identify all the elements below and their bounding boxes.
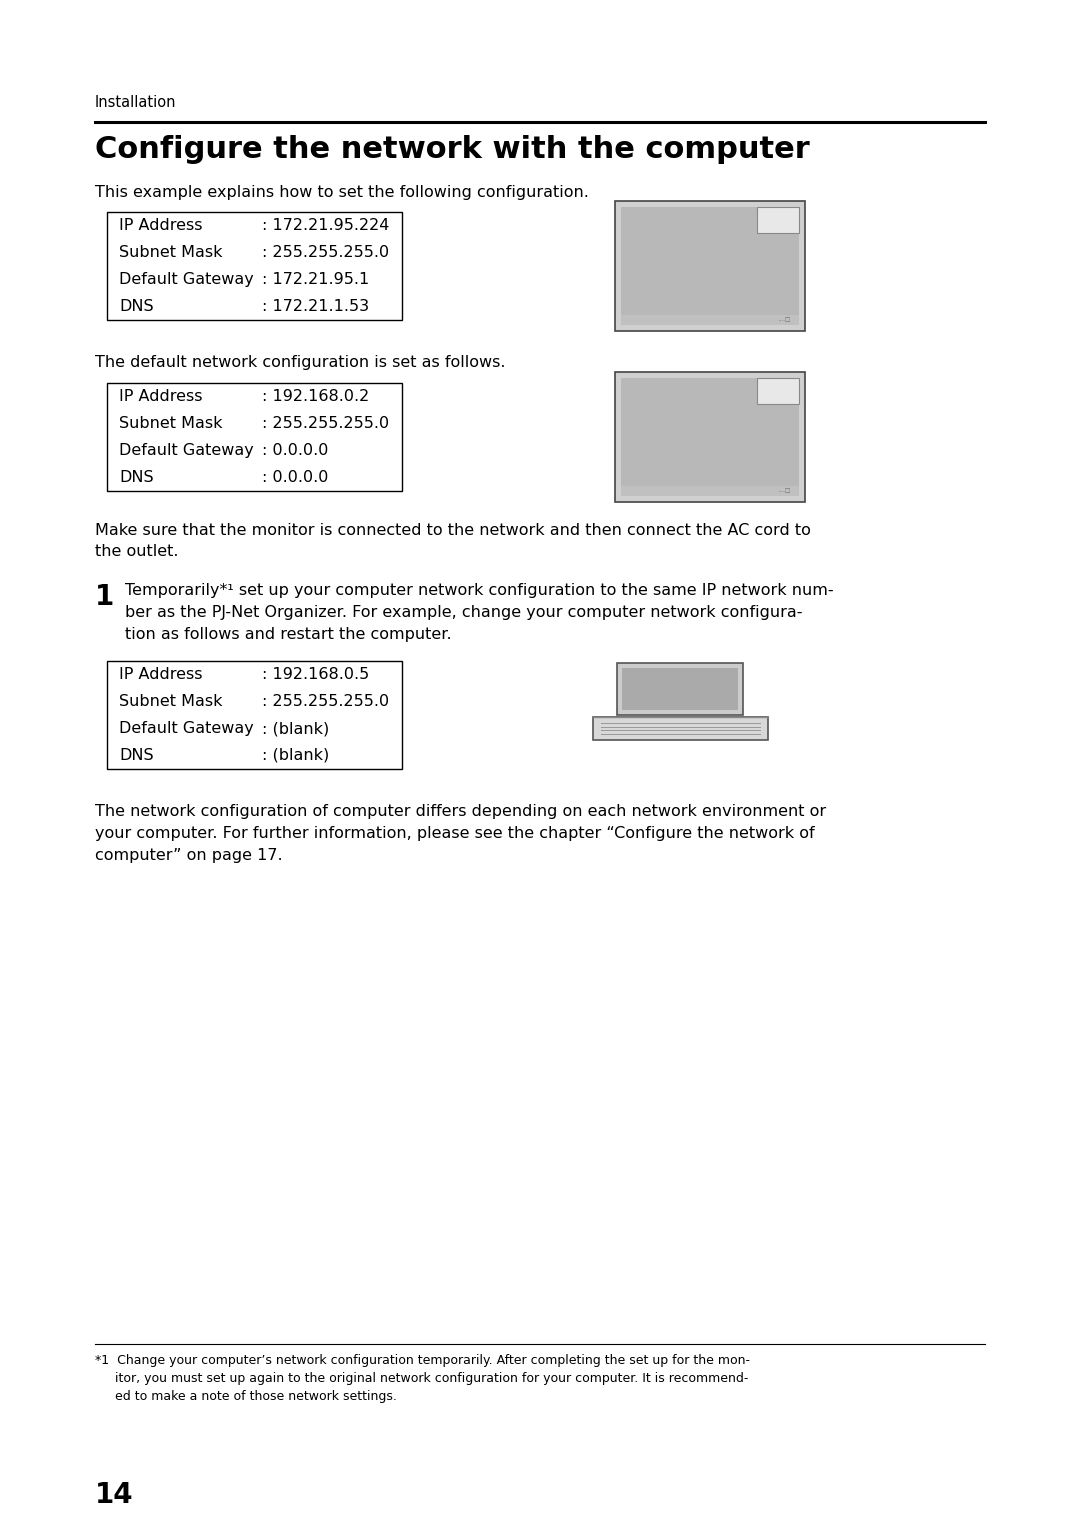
Text: the outlet.: the outlet. — [95, 544, 178, 560]
Text: IP Address: IP Address — [119, 219, 203, 232]
Bar — [757, 206, 799, 232]
Text: Temporarily*¹ set up your computer network configuration to the same IP network : Temporarily*¹ set up your computer netwo… — [125, 583, 834, 598]
Text: This example explains how to set the following configuration.: This example explains how to set the fol… — [95, 185, 589, 200]
Text: : 255.255.255.0: : 255.255.255.0 — [262, 694, 389, 709]
Text: Default Gateway: Default Gateway — [119, 272, 254, 287]
Text: computer” on page 17.: computer” on page 17. — [95, 849, 283, 862]
Text: Subnet Mask: Subnet Mask — [119, 416, 222, 431]
Text: Subnet Mask: Subnet Mask — [119, 245, 222, 260]
Text: : (blank): : (blank) — [262, 722, 329, 735]
Text: Configure the network with the computer: Configure the network with the computer — [95, 135, 810, 164]
Bar — [621, 206, 799, 315]
Text: : 0.0.0.0: : 0.0.0.0 — [262, 443, 328, 459]
Text: : 0.0.0.0: : 0.0.0.0 — [262, 469, 328, 485]
Text: DNS: DNS — [119, 748, 153, 763]
Bar — [617, 662, 743, 716]
Text: : 172.21.95.224: : 172.21.95.224 — [262, 219, 390, 232]
Text: tion as follows and restart the computer.: tion as follows and restart the computer… — [125, 627, 451, 642]
Text: ber as the PJ-Net Organizer. For example, change your computer network configura: ber as the PJ-Net Organizer. For example… — [125, 605, 802, 619]
Text: 1: 1 — [95, 583, 114, 612]
Bar — [622, 668, 738, 709]
Text: IP Address: IP Address — [119, 388, 203, 404]
Bar — [107, 661, 402, 769]
Text: DNS: DNS — [119, 300, 153, 313]
Text: your computer. For further information, please see the chapter “Configure the ne: your computer. For further information, … — [95, 826, 814, 841]
Text: : 172.21.1.53: : 172.21.1.53 — [262, 300, 369, 313]
Text: DNS: DNS — [119, 469, 153, 485]
Text: The network configuration of computer differs depending on each network environm: The network configuration of computer di… — [95, 804, 826, 820]
Text: Make sure that the monitor is connected to the network and then connect the AC c: Make sure that the monitor is connected … — [95, 523, 811, 538]
Text: *1  Change your computer’s network configuration temporarily. After completing t: *1 Change your computer’s network config… — [95, 1355, 750, 1367]
Text: : 192.168.0.2: : 192.168.0.2 — [262, 388, 369, 404]
Bar — [621, 315, 799, 326]
Text: : 255.255.255.0: : 255.255.255.0 — [262, 245, 389, 260]
Bar — [615, 372, 805, 502]
Text: : 192.168.0.5: : 192.168.0.5 — [262, 667, 369, 682]
Text: : (blank): : (blank) — [262, 748, 329, 763]
Bar — [621, 378, 799, 486]
Text: Default Gateway: Default Gateway — [119, 722, 254, 735]
Bar — [621, 486, 799, 495]
Text: : 255.255.255.0: : 255.255.255.0 — [262, 416, 389, 431]
Text: ....□: ....□ — [779, 318, 791, 323]
Text: Subnet Mask: Subnet Mask — [119, 694, 222, 709]
Text: Default Gateway: Default Gateway — [119, 443, 254, 459]
Text: IP Address: IP Address — [119, 667, 203, 682]
Text: The default network configuration is set as follows.: The default network configuration is set… — [95, 355, 505, 370]
Text: ed to make a note of those network settings.: ed to make a note of those network setti… — [95, 1390, 396, 1404]
Text: 14: 14 — [95, 1482, 134, 1509]
Bar — [757, 378, 799, 404]
Bar — [107, 213, 402, 320]
Bar — [593, 717, 768, 740]
Text: ....□: ....□ — [779, 488, 791, 494]
Bar — [107, 382, 402, 491]
Bar — [615, 200, 805, 330]
Text: itor, you must set up again to the original network configuration for your compu: itor, you must set up again to the origi… — [95, 1372, 748, 1385]
Text: Installation: Installation — [95, 95, 176, 110]
Text: : 172.21.95.1: : 172.21.95.1 — [262, 272, 369, 287]
